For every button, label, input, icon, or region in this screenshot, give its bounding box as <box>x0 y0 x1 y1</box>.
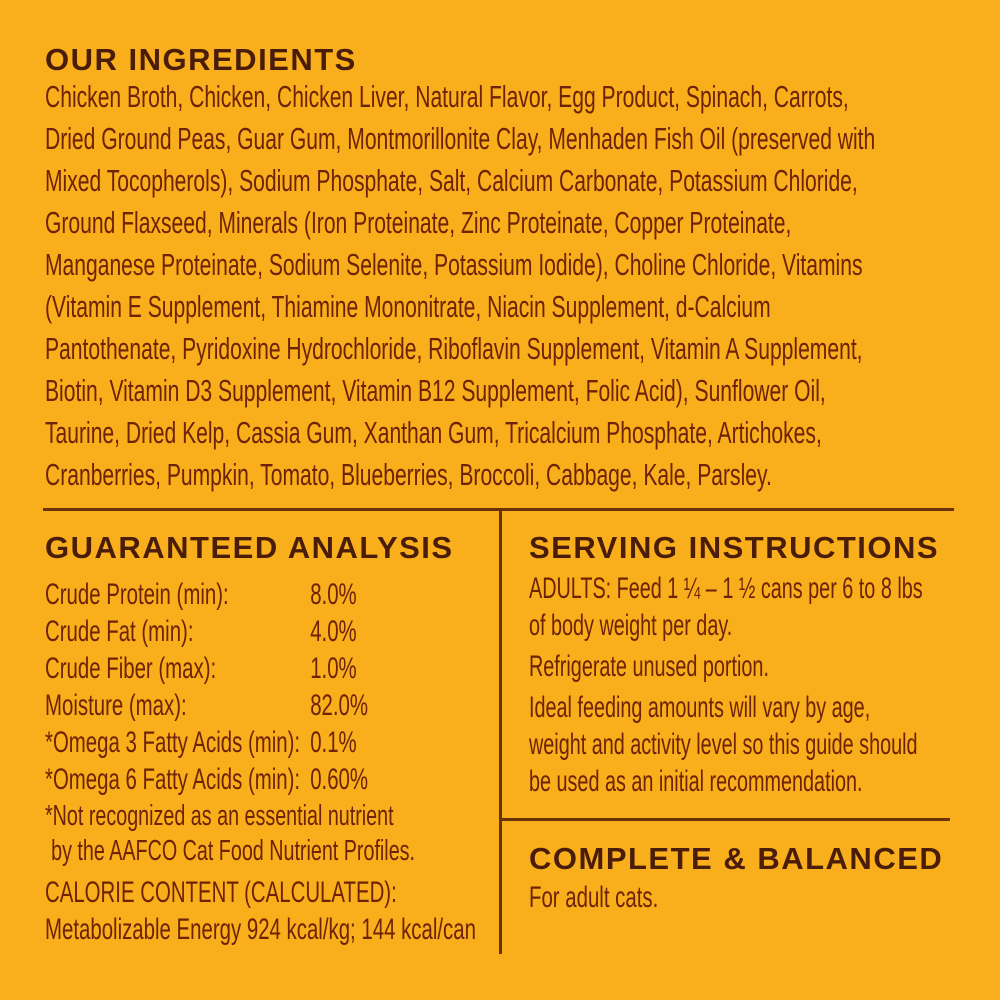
analysis-row: Crude Protein (min): 8.0% <box>45 576 507 613</box>
analysis-value: 4.0% <box>310 615 357 648</box>
analysis-label: Crude Fat (min): <box>45 615 194 648</box>
horizontal-divider-right <box>500 818 950 821</box>
analysis-value: 0.60% <box>310 763 369 796</box>
refrigerate-text: Refrigerate unused portion. <box>529 650 769 683</box>
analysis-label: *Omega 6 Fatty Acids (min): <box>45 763 301 796</box>
analysis-label: Crude Fiber (max): <box>45 652 217 685</box>
aafco-footnote-line1: *Not recognized as an essential nutrient <box>45 800 394 832</box>
ingredients-heading: OUR INGREDIENTS <box>45 42 357 77</box>
analysis-row: *Omega 3 Fatty Acids (min): 0.1% <box>45 724 507 761</box>
analysis-label: Moisture (max): <box>45 689 187 722</box>
vertical-divider <box>499 508 502 954</box>
complete-balanced-text: For adult cats. <box>529 881 659 914</box>
aafco-footnote-line2: by the AAFCO Cat Food Nutrient Profiles. <box>51 835 416 867</box>
analysis-row: Moisture (max): 82.0% <box>45 687 507 724</box>
adults-feeding-text: ADULTS: Feed 1 ¼ – 1 ½ cans per 6 to 8 l… <box>529 572 923 642</box>
calorie-content-value: Metabolizable Energy 924 kcal/kg; 144 kc… <box>45 913 476 946</box>
serving-instructions-section: ADULTS: Feed 1 ¼ – 1 ½ cans per 6 to 8 l… <box>529 570 942 800</box>
complete-balanced-section: For adult cats. <box>529 879 937 916</box>
analysis-row: *Omega 6 Fatty Acids (min): 0.60% <box>45 761 507 798</box>
calorie-content-heading: CALORIE CONTENT (CALCULATED): <box>45 876 397 909</box>
ingredients-section: Chicken Broth, Chicken, Chicken Liver, N… <box>45 76 878 496</box>
guaranteed-analysis-section: Crude Protein (min): 8.0% Crude Fat (min… <box>45 576 507 948</box>
analysis-label: *Omega 3 Fatty Acids (min): <box>45 726 301 759</box>
ideal-feeding-text: Ideal feeding amounts will vary by age, … <box>529 691 918 798</box>
complete-balanced-heading: COMPLETE & BALANCED <box>529 841 944 876</box>
analysis-value: 82.0% <box>310 689 369 722</box>
analysis-value: 0.1% <box>310 726 357 759</box>
serving-instructions-heading: SERVING INSTRUCTIONS <box>529 530 940 565</box>
analysis-value: 8.0% <box>310 578 357 611</box>
ingredients-text: Chicken Broth, Chicken, Chicken Liver, N… <box>45 79 876 492</box>
horizontal-divider-top <box>43 508 954 511</box>
analysis-label: Crude Protein (min): <box>45 578 229 611</box>
analysis-row: Crude Fat (min): 4.0% <box>45 613 507 650</box>
analysis-row: Crude Fiber (max): 1.0% <box>45 650 507 687</box>
analysis-value: 1.0% <box>310 652 357 685</box>
guaranteed-analysis-heading: GUARANTEED ANALYSIS <box>45 530 454 565</box>
